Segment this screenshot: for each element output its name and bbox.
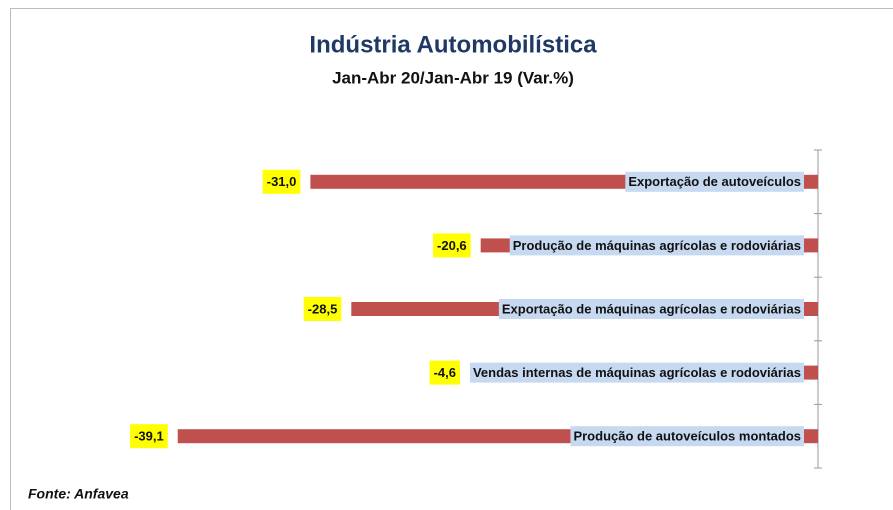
chart-subtitle: Jan-Abr 20/Jan-Abr 19 (Var.%) xyxy=(332,68,574,87)
value-label: -20,6 xyxy=(437,238,467,253)
category-label-bg xyxy=(498,299,804,319)
value-label: -39,1 xyxy=(134,429,164,444)
value-label: -4,6 xyxy=(434,365,456,380)
category-label: Vendas internas de máquinas agrícolas e … xyxy=(473,365,801,380)
value-label-bg xyxy=(429,360,460,385)
category-label: Produção de autoveículos montados xyxy=(573,429,801,444)
value-label: -31,0 xyxy=(267,174,297,189)
chart-title: Indústria Automobilística xyxy=(309,31,597,58)
category-label-bg xyxy=(625,171,804,192)
value-label-bg xyxy=(130,424,168,449)
frame xyxy=(10,8,893,510)
category-label: Produção de máquinas agrícolas e rodoviá… xyxy=(513,238,801,253)
category-label-bg xyxy=(570,426,804,447)
value-label: -28,5 xyxy=(308,301,338,316)
category-label-bg xyxy=(509,235,804,256)
value-label-bg xyxy=(303,297,342,321)
category-label-bg xyxy=(469,362,804,383)
value-label-bg xyxy=(433,233,471,258)
category-label: Exportação de máquinas agrícolas e rodov… xyxy=(502,301,801,316)
value-label-bg xyxy=(262,169,301,194)
source: Fonte: Anfavea xyxy=(28,486,129,502)
category-label: Exportação de autoveículos xyxy=(628,174,801,189)
